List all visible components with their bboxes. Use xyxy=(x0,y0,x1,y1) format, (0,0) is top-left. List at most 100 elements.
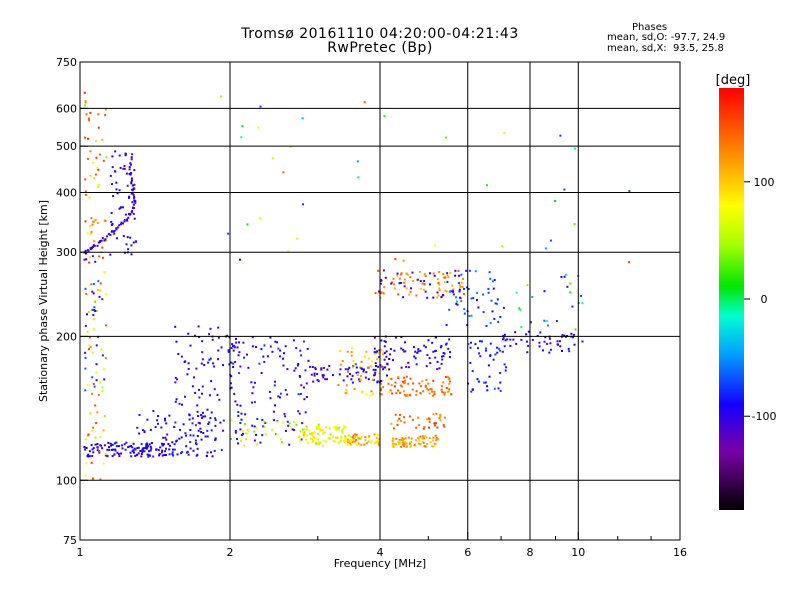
data-point-1531 xyxy=(123,219,126,222)
data-point-773 xyxy=(370,365,372,368)
data-point-1549 xyxy=(133,196,135,199)
data-point-1048 xyxy=(412,280,415,282)
data-point-1104 xyxy=(460,273,463,276)
data-point-1175 xyxy=(477,380,480,383)
data-point-1148 xyxy=(499,372,502,374)
data-point-1397 xyxy=(95,363,98,366)
data-point-1543 xyxy=(132,203,135,206)
data-point-1094 xyxy=(455,302,458,305)
data-point-528 xyxy=(316,433,319,435)
data-point-1245 xyxy=(531,295,534,298)
data-point-1179 xyxy=(477,347,479,350)
data-point-142 xyxy=(189,441,192,443)
data-point-159 xyxy=(171,451,174,454)
data-point-149 xyxy=(176,453,179,456)
data-point-421 xyxy=(264,433,267,436)
data-point-440 xyxy=(302,428,304,431)
data-point-1266 xyxy=(103,368,106,371)
data-point-419 xyxy=(242,341,245,344)
data-point-760 xyxy=(380,358,383,361)
data-point-1074 xyxy=(400,281,403,284)
data-point-797 xyxy=(424,385,427,388)
data-point-888 xyxy=(380,339,383,342)
data-point-1483 xyxy=(559,134,562,137)
data-point-780 xyxy=(373,352,376,355)
data-point-415 xyxy=(243,356,246,359)
data-point-652 xyxy=(434,443,437,446)
data-point-1370 xyxy=(84,367,87,370)
data-point-1480 xyxy=(301,117,304,120)
data-point-1318 xyxy=(97,183,100,186)
data-point-561 xyxy=(375,436,378,439)
data-point-544 xyxy=(375,434,378,437)
data-point-285 xyxy=(200,362,203,365)
data-point-401 xyxy=(236,438,238,441)
data-point-1492 xyxy=(503,132,506,135)
data-point-450 xyxy=(247,430,250,433)
data-point-824 xyxy=(412,382,415,385)
data-point-310 xyxy=(235,337,237,340)
data-point-832 xyxy=(421,380,424,383)
data-point-1507 xyxy=(93,244,96,247)
data-point-1289 xyxy=(100,348,103,351)
data-point-173 xyxy=(197,429,200,432)
data-point-520 xyxy=(349,444,352,447)
data-point-636 xyxy=(393,443,396,446)
data-point-1172 xyxy=(503,363,506,366)
data-point-1404 xyxy=(128,196,130,199)
data-point-157 xyxy=(200,438,203,441)
data-point-1291 xyxy=(101,246,104,249)
data-point-1142 xyxy=(479,340,481,343)
data-point-1567 xyxy=(131,153,134,156)
data-point-971 xyxy=(443,425,446,428)
data-point-1085 xyxy=(440,296,443,299)
data-point-68 xyxy=(104,454,107,457)
data-point-240 xyxy=(213,365,216,368)
data-point-968 xyxy=(398,417,401,420)
data-point-769 xyxy=(352,360,355,362)
data-point-166 xyxy=(222,429,225,432)
data-point-1275 xyxy=(101,386,104,389)
data-point-1386 xyxy=(84,324,87,327)
data-point-57 xyxy=(111,455,114,458)
data-point-1364 xyxy=(92,328,95,331)
data-point-296 xyxy=(231,343,234,346)
data-point-533 xyxy=(310,432,313,435)
data-point-1182 xyxy=(479,355,482,358)
data-point-953 xyxy=(422,427,425,430)
data-point-85 xyxy=(132,442,135,445)
data-point-1284 xyxy=(105,156,108,159)
data-point-495 xyxy=(308,429,311,432)
y-tick-label-750: 750 xyxy=(56,56,77,69)
data-point-246 xyxy=(209,357,212,360)
data-point-275 xyxy=(176,378,179,381)
data-point-1189 xyxy=(525,333,528,336)
data-point-315 xyxy=(297,410,300,413)
data-point-707 xyxy=(372,368,375,371)
data-point-109 xyxy=(140,455,143,458)
data-point-303 xyxy=(217,336,220,339)
data-point-809 xyxy=(419,392,422,395)
data-point-342 xyxy=(285,429,287,432)
data-point-1046 xyxy=(408,293,411,296)
data-point-954 xyxy=(411,418,414,421)
data-point-302 xyxy=(174,400,177,403)
data-point-150 xyxy=(207,423,210,425)
y-tick-label-75: 75 xyxy=(63,534,77,547)
data-point-669 xyxy=(400,445,403,448)
data-point-754 xyxy=(353,363,356,366)
data-point-1027 xyxy=(451,284,454,287)
data-point-1328 xyxy=(89,111,92,114)
data-point-392 xyxy=(274,404,276,407)
data-point-132 xyxy=(173,426,176,428)
data-point-1296 xyxy=(98,255,101,258)
data-point-745 xyxy=(337,384,340,386)
data-point-1339 xyxy=(97,113,100,116)
data-point-294 xyxy=(207,361,210,364)
data-point-1103 xyxy=(489,322,492,325)
data-point-1439 xyxy=(124,213,127,216)
data-point-934 xyxy=(375,351,378,354)
data-point-473 xyxy=(318,428,321,430)
data-point-555 xyxy=(364,436,367,439)
data-point-278 xyxy=(201,392,203,395)
